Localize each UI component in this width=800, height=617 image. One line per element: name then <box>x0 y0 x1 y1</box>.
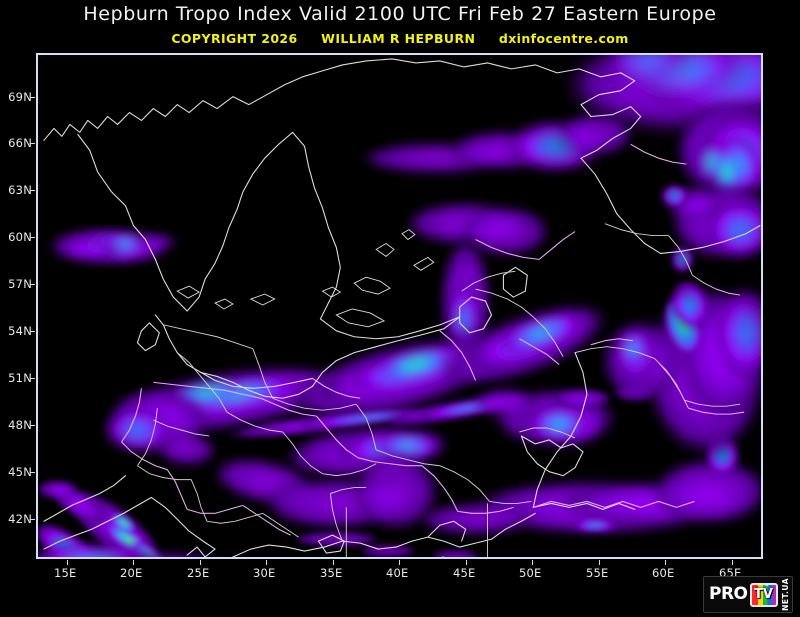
tv-screen-icon: TV <box>749 582 778 607</box>
map-canvas[interactable] <box>36 53 763 559</box>
x-tick-label-25e: 25E <box>187 566 210 580</box>
y-tick-mark <box>30 190 35 191</box>
y-tick-label-57n: 57N <box>8 277 32 291</box>
x-tick-mark <box>665 560 666 565</box>
y-tick-mark <box>30 472 35 473</box>
y-tick-mark <box>30 143 35 144</box>
y-tick-label-45n: 45N <box>8 465 32 479</box>
x-tick-mark <box>732 560 733 565</box>
x-tick-mark <box>133 560 134 565</box>
highlighted-borders-layer <box>121 143 745 536</box>
page-title: Hepburn Tropo Index Valid 2100 UTC Fri F… <box>83 3 717 25</box>
copyright-text: COPYRIGHT 2026 <box>171 31 298 46</box>
x-tick-label-15e: 15E <box>54 566 77 580</box>
coastline-layer <box>43 58 761 557</box>
y-tick-mark <box>30 425 35 426</box>
y-tick-mark <box>30 378 35 379</box>
protv-tv-text: TV <box>754 587 773 602</box>
y-tick-mark <box>30 519 35 520</box>
copyright-line: COPYRIGHT 2026 WILLIAM R HEPBURN dxinfoc… <box>0 31 800 46</box>
y-tick-mark <box>30 97 35 98</box>
y-tick-label-54n: 54N <box>8 324 32 338</box>
tropo-index-field <box>38 55 761 557</box>
website-link[interactable]: dxinfocentre.com <box>498 31 629 46</box>
x-tick-label-50e: 50E <box>519 566 542 580</box>
x-tick-mark <box>333 560 334 565</box>
x-tick-label-55e: 55E <box>586 566 609 580</box>
protv-brand-text: PRO <box>709 584 748 604</box>
spacer <box>302 31 316 46</box>
x-tick-mark <box>399 560 400 565</box>
y-tick-label-63n: 63N <box>8 183 32 197</box>
spacer <box>480 31 494 46</box>
x-tick-mark <box>599 560 600 565</box>
x-tick-label-40e: 40E <box>386 566 409 580</box>
y-tick-label-69n: 69N <box>8 90 32 104</box>
y-tick-mark <box>30 237 35 238</box>
protv-watermark-logo[interactable]: PRO TV NET.UA <box>703 576 793 613</box>
y-tick-label-60n: 60N <box>8 230 32 244</box>
y-tick-label-48n: 48N <box>8 418 32 432</box>
y-tick-mark <box>30 331 35 332</box>
x-tick-label-20e: 20E <box>120 566 143 580</box>
x-tick-label-60e: 60E <box>652 566 675 580</box>
y-tick-label-42n: 42N <box>8 512 32 526</box>
x-tick-label-35e: 35E <box>320 566 343 580</box>
x-tick-label-30e: 30E <box>253 566 276 580</box>
x-tick-mark <box>532 560 533 565</box>
y-tick-mark <box>30 284 35 285</box>
x-tick-mark <box>266 560 267 565</box>
x-tick-mark <box>200 560 201 565</box>
x-tick-mark <box>466 560 467 565</box>
x-tick-mark <box>67 560 68 565</box>
protv-domain-text: NET.UA <box>780 578 790 611</box>
y-tick-label-51n: 51N <box>8 371 32 385</box>
x-tick-label-45e: 45E <box>453 566 476 580</box>
map-svg <box>38 55 761 557</box>
author-name: WILLIAM R HEPBURN <box>321 31 476 46</box>
islands-layer <box>176 229 435 328</box>
y-tick-label-66n: 66N <box>8 136 32 150</box>
